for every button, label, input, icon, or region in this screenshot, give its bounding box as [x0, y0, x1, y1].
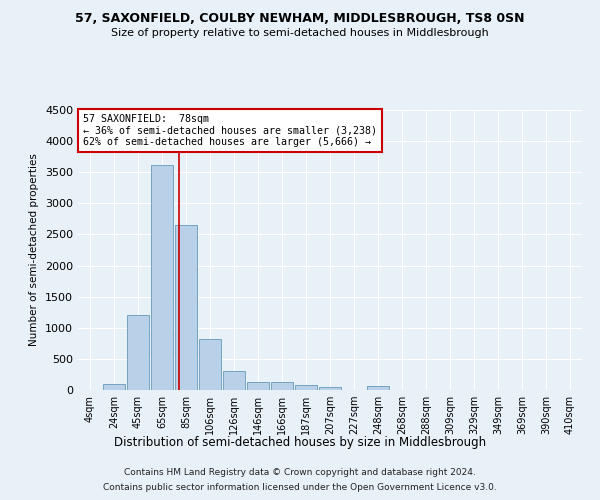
Text: Size of property relative to semi-detached houses in Middlesbrough: Size of property relative to semi-detach… [111, 28, 489, 38]
Bar [103, 384, 125, 390]
Text: 57, SAXONFIELD, COULBY NEWHAM, MIDDLESBROUGH, TS8 0SN: 57, SAXONFIELD, COULBY NEWHAM, MIDDLESBR… [75, 12, 525, 26]
Bar [319, 387, 341, 390]
Text: Contains public sector information licensed under the Open Government Licence v3: Contains public sector information licen… [103, 483, 497, 492]
Bar [271, 382, 293, 390]
Bar [151, 165, 173, 390]
Bar [199, 339, 221, 390]
Text: Contains HM Land Registry data © Crown copyright and database right 2024.: Contains HM Land Registry data © Crown c… [124, 468, 476, 477]
Bar [295, 385, 317, 390]
Bar [247, 382, 269, 390]
Bar [367, 386, 389, 390]
Bar [223, 372, 245, 390]
Bar [175, 225, 197, 390]
Y-axis label: Number of semi-detached properties: Number of semi-detached properties [29, 154, 40, 346]
Bar [127, 316, 149, 390]
Text: 57 SAXONFIELD:  78sqm
← 36% of semi-detached houses are smaller (3,238)
62% of s: 57 SAXONFIELD: 78sqm ← 36% of semi-detac… [83, 114, 377, 148]
Text: Distribution of semi-detached houses by size in Middlesbrough: Distribution of semi-detached houses by … [114, 436, 486, 449]
